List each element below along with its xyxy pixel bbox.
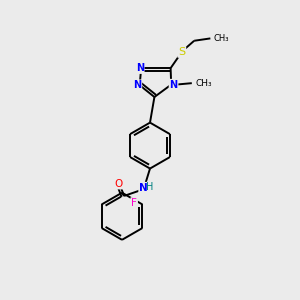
Text: O: O — [115, 178, 123, 189]
Text: H: H — [146, 182, 153, 192]
Text: S: S — [178, 47, 185, 57]
Text: N: N — [136, 63, 144, 73]
Text: N: N — [133, 80, 141, 90]
Text: F: F — [131, 198, 137, 208]
Text: CH₃: CH₃ — [214, 34, 230, 43]
Text: CH₃: CH₃ — [195, 79, 212, 88]
Text: N: N — [169, 80, 178, 90]
Text: N: N — [139, 183, 148, 193]
